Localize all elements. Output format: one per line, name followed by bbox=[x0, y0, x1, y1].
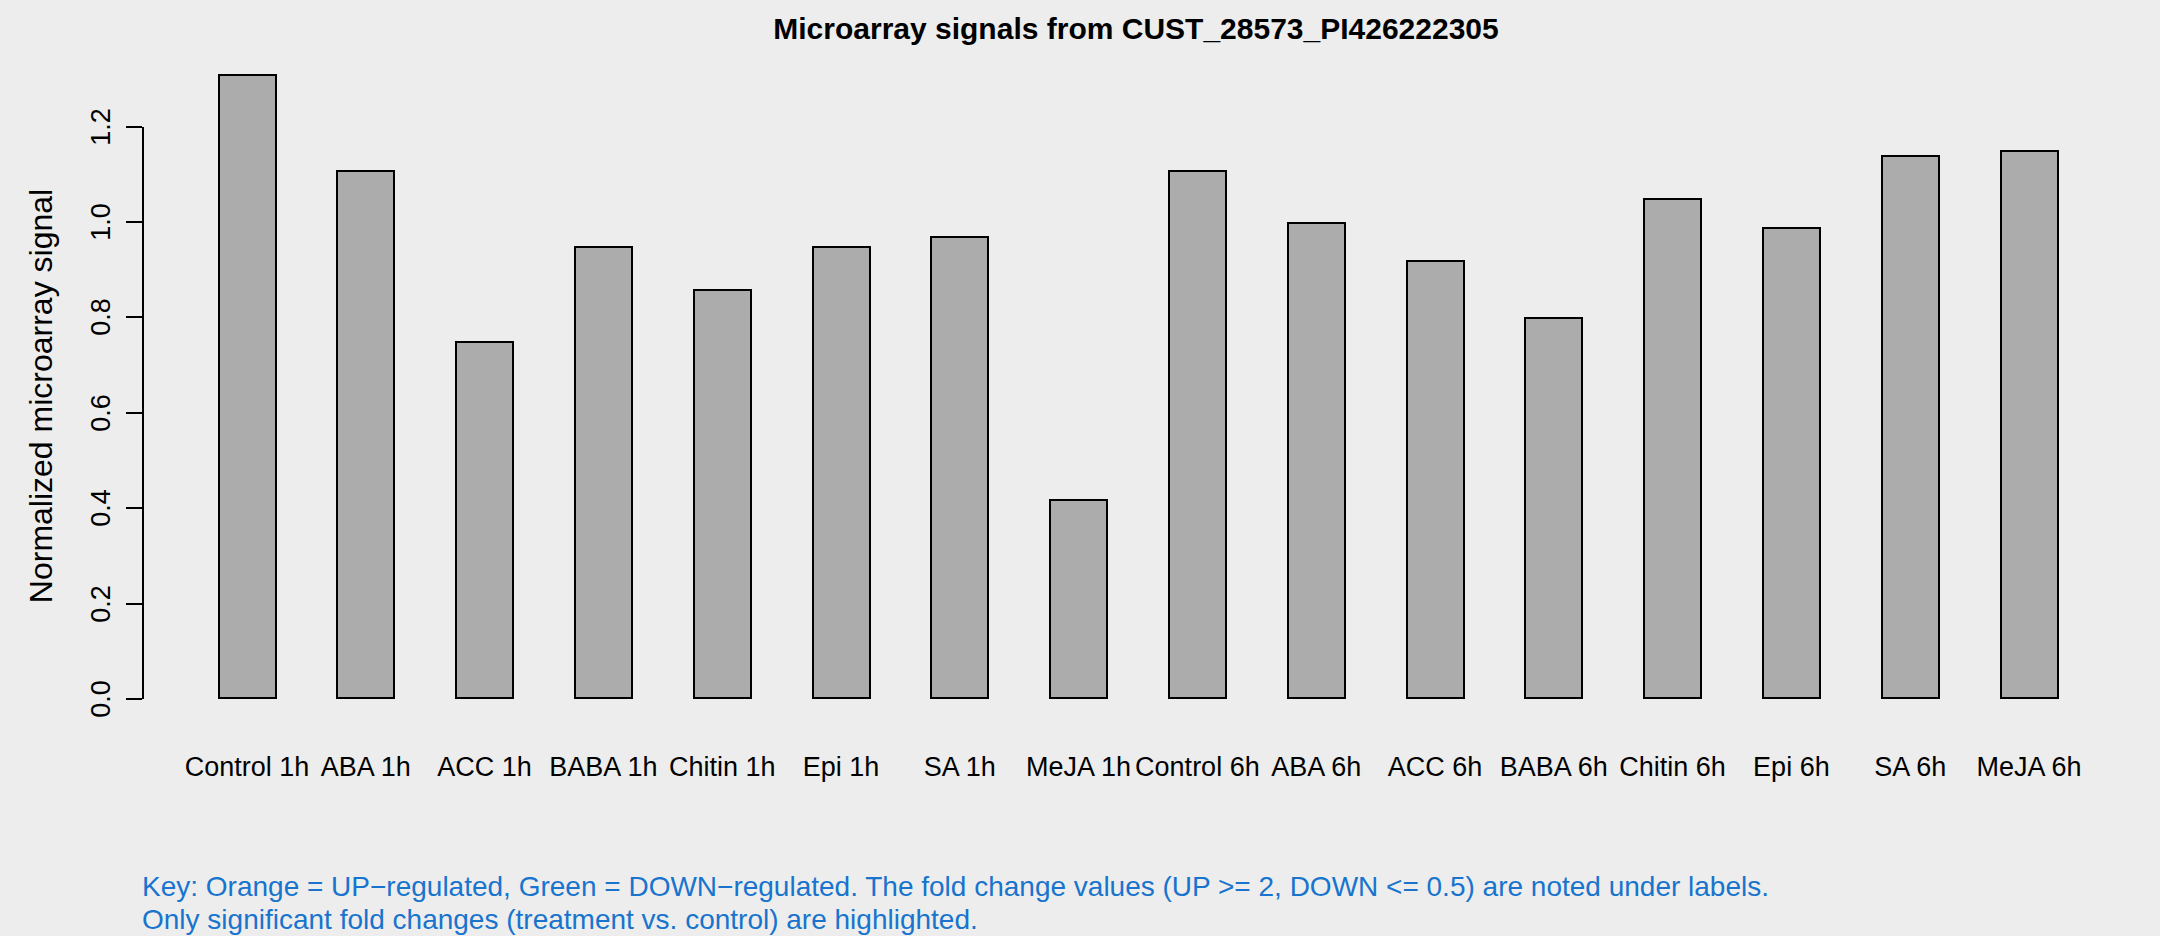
bar-acc-1h bbox=[455, 341, 514, 699]
y-axis-tick bbox=[126, 126, 142, 128]
y-axis-tick bbox=[126, 221, 142, 223]
y-axis-tick-label: 1.2 bbox=[86, 108, 117, 146]
bar-sa-1h bbox=[930, 236, 989, 699]
y-axis-tick bbox=[126, 698, 142, 700]
bar-chitin-6h bbox=[1643, 198, 1702, 699]
bar-baba-6h bbox=[1524, 317, 1583, 699]
bar-baba-1h bbox=[574, 246, 633, 699]
y-axis-tick bbox=[126, 316, 142, 318]
bar-epi-1h bbox=[812, 246, 871, 699]
bar-sa-6h bbox=[1881, 155, 1940, 699]
y-axis-tick bbox=[126, 507, 142, 509]
bar-chitin-1h bbox=[693, 289, 752, 699]
y-axis-tick-label: 0.4 bbox=[86, 489, 117, 527]
bar-epi-6h bbox=[1762, 227, 1821, 699]
bar-aba-6h bbox=[1287, 222, 1346, 699]
key-note-line2: Only significant fold changes (treatment… bbox=[142, 904, 978, 936]
bar-control-1h bbox=[218, 74, 277, 699]
bar-control-6h bbox=[1168, 170, 1227, 699]
y-axis-title: Normalized microarray signal bbox=[23, 189, 60, 603]
y-axis-tick-label: 0.0 bbox=[86, 680, 117, 718]
bar-aba-1h bbox=[336, 170, 395, 699]
y-axis-line bbox=[142, 127, 144, 699]
y-axis-tick bbox=[126, 603, 142, 605]
key-note-line1: Key: Orange = UP−regulated, Green = DOWN… bbox=[142, 871, 1769, 903]
chart-title: Microarray signals from CUST_28573_PI426… bbox=[144, 12, 2128, 46]
bar-chart: Microarray signals from CUST_28573_PI426… bbox=[0, 0, 2160, 936]
y-axis-tick-label: 0.8 bbox=[86, 299, 117, 337]
y-axis-tick-label: 0.2 bbox=[86, 585, 117, 623]
x-axis-label-meja-6h: MeJA 6h bbox=[1939, 752, 2119, 783]
bar-acc-6h bbox=[1406, 260, 1465, 699]
bar-meja-6h bbox=[2000, 150, 2059, 699]
y-axis-tick bbox=[126, 412, 142, 414]
y-axis-tick-label: 1.0 bbox=[86, 203, 117, 241]
y-axis-tick-label: 0.6 bbox=[86, 394, 117, 432]
bar-meja-1h bbox=[1049, 499, 1108, 699]
